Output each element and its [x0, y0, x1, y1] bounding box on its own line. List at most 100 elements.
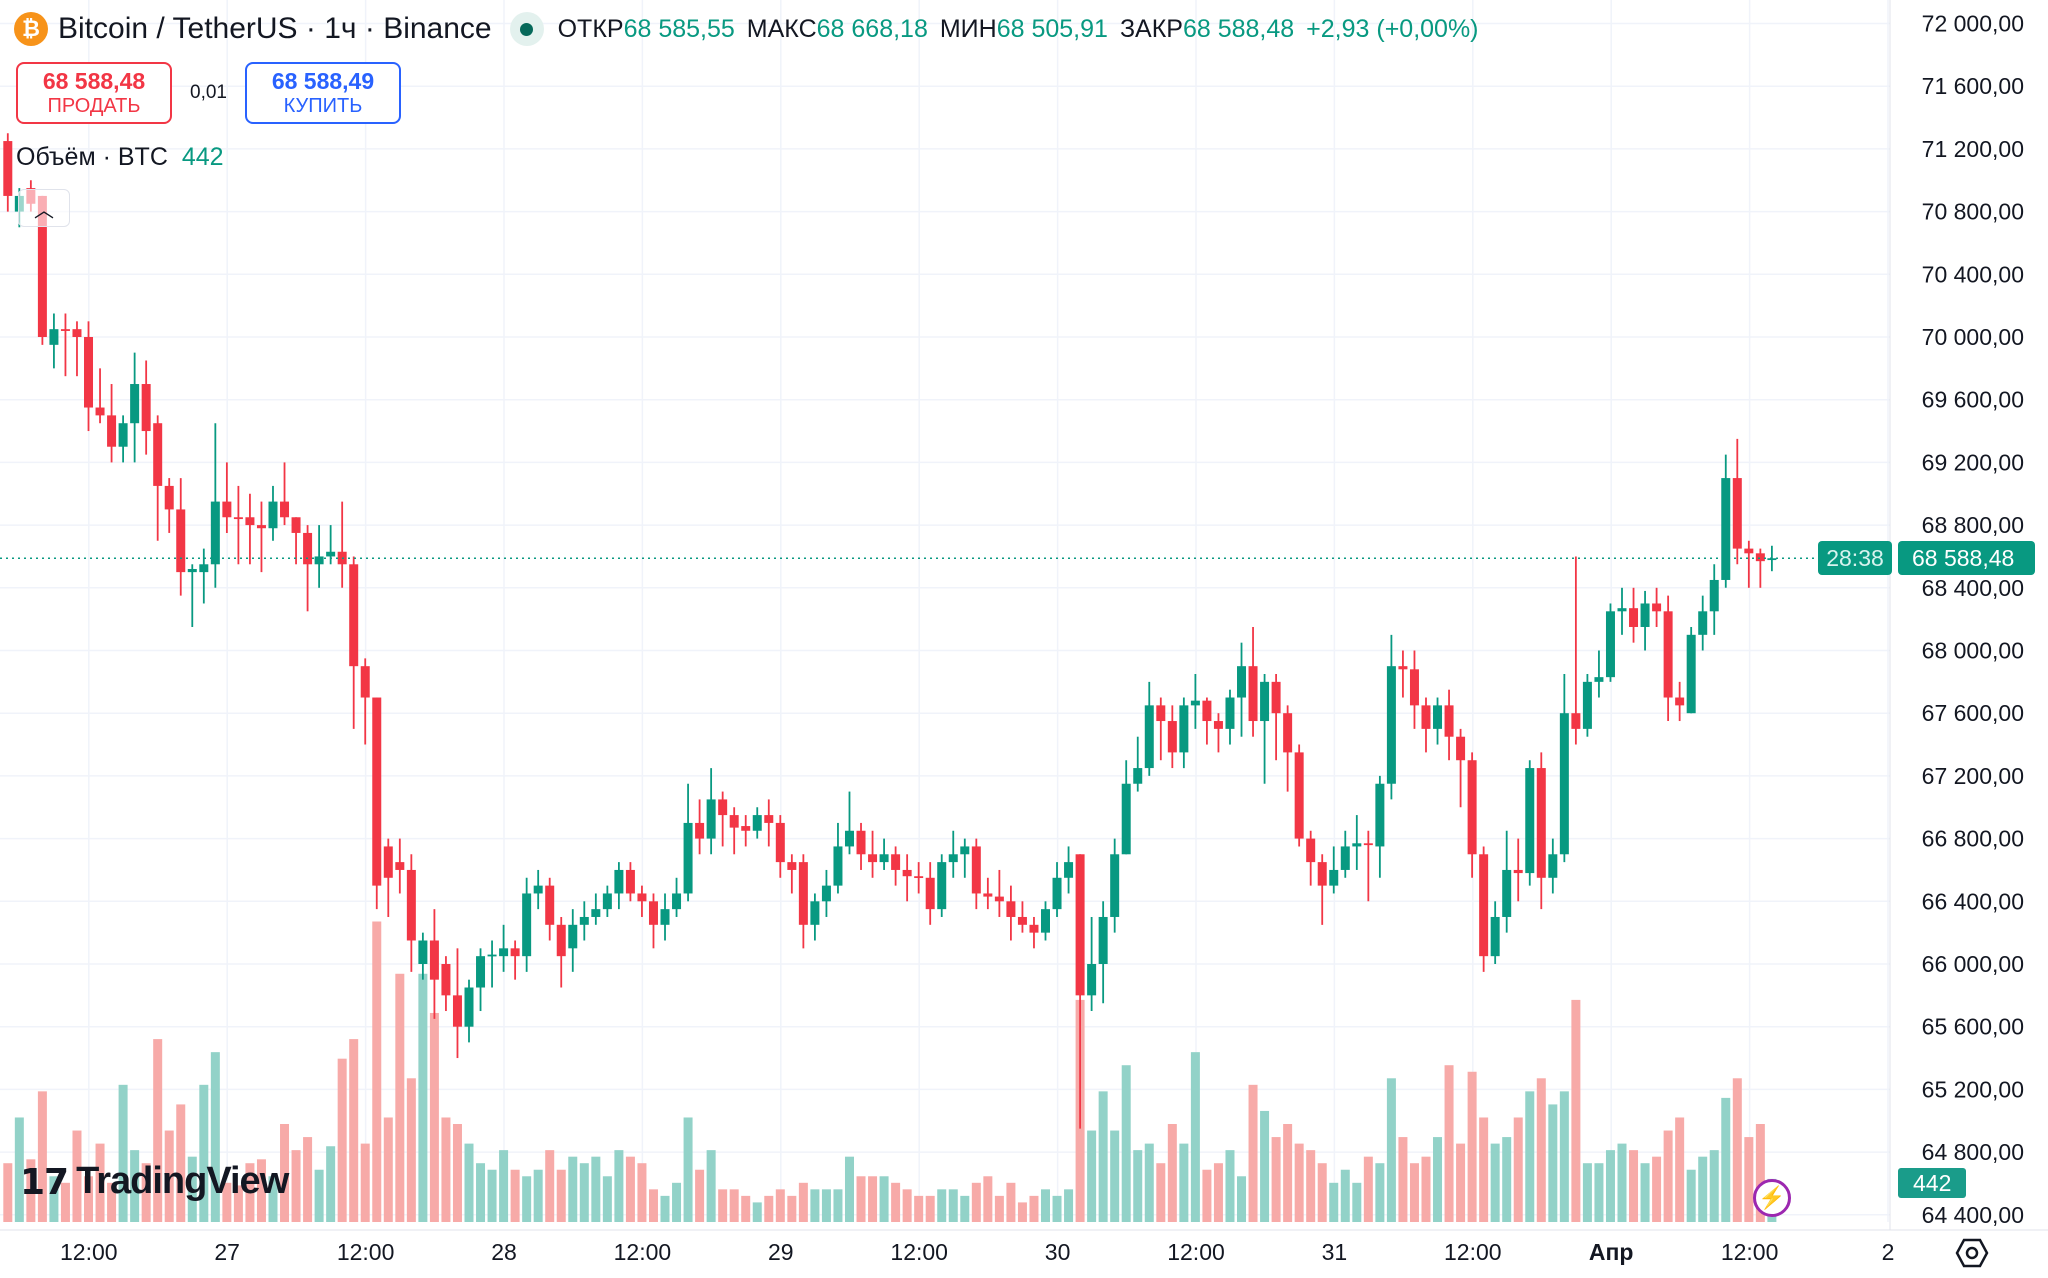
candle: [1294, 744, 1304, 847]
volume-bar: [1732, 1078, 1742, 1222]
candle-body: [1202, 700, 1212, 722]
candle: [1064, 846, 1074, 894]
candle: [1755, 548, 1765, 588]
candle-body: [141, 384, 151, 432]
candle: [280, 462, 290, 526]
candle: [84, 321, 94, 432]
candle: [672, 877, 682, 917]
candle: [1433, 697, 1443, 745]
candle: [118, 415, 128, 463]
volume-bar: [1617, 1143, 1627, 1222]
tradingview-logo[interactable]: 𝟭𝟳 TradingView: [20, 1160, 289, 1203]
time-tick-label: 28: [491, 1239, 517, 1265]
candle-body: [1398, 666, 1408, 670]
volume-bar: [1202, 1169, 1212, 1222]
price-axis[interactable]: 72 000,00 71 600,00 71 200,00 70 800,00 70 4…: [1922, 11, 2024, 1228]
volume-legend[interactable]: Объём · BTC 442: [16, 143, 224, 172]
candle-body: [1467, 760, 1477, 855]
settings-icon[interactable]: [1955, 1236, 1989, 1270]
candle: [1732, 438, 1742, 565]
volume-bar: [648, 1189, 658, 1222]
candle: [1052, 862, 1062, 917]
candle-body: [1179, 705, 1189, 753]
volume-bar: [1340, 1169, 1350, 1222]
volume-legend-value: 442: [181, 143, 224, 171]
candle: [798, 854, 808, 949]
candle-body: [210, 501, 220, 565]
candle-body: [1340, 846, 1350, 870]
candle-body: [84, 337, 94, 408]
candle-body: [1755, 553, 1765, 562]
symbol-title[interactable]: Bitcoin / TetherUS · 1ч · Binance: [58, 12, 492, 45]
volume-bar: [37, 1091, 47, 1222]
candle-body: [1675, 697, 1685, 706]
candle-body: [821, 885, 831, 902]
volume-bar: [1652, 1156, 1662, 1222]
candle: [1110, 838, 1120, 933]
candle-body: [994, 896, 1004, 902]
volume-bar: [902, 1189, 912, 1222]
volume-bar: [1283, 1124, 1293, 1222]
lightning-icon[interactable]: ⚡: [1753, 1179, 1791, 1217]
candle: [660, 893, 670, 941]
candle-body: [499, 948, 509, 957]
price-tick-label: 64 400,00: [1922, 1202, 2024, 1228]
time-tick-label: 27: [214, 1239, 240, 1265]
volume-bar: [1698, 1156, 1708, 1222]
market-status-icon[interactable]: [509, 12, 544, 46]
price-tick-label: 65 600,00: [1922, 1014, 2024, 1040]
price-tick-label: 65 200,00: [1922, 1076, 2024, 1102]
collapse-legend-button[interactable]: ︿: [18, 189, 70, 227]
candle-body: [1283, 713, 1293, 753]
candle-body: [326, 551, 336, 557]
candle-body: [245, 517, 255, 526]
volume-bar: [1017, 1202, 1027, 1222]
candle: [268, 485, 278, 541]
time-axis[interactable]: 12:00 27 12:00 28 12:00 29 12:00 30 12:00 31 12:00…: [60, 1239, 1894, 1265]
candle: [372, 697, 382, 910]
price-tick-label: 71 600,00: [1922, 73, 2024, 99]
volume-bar: [1225, 1150, 1235, 1222]
candle-body: [199, 564, 209, 573]
candle: [360, 658, 370, 745]
volume-bar: [1456, 1143, 1466, 1222]
candle: [591, 893, 601, 925]
volume-bar: [983, 1176, 993, 1222]
candle-body: [1490, 916, 1500, 957]
price-tick-label: 67 200,00: [1922, 763, 2024, 789]
candle-body: [1329, 869, 1339, 886]
sell-price: 68 588,48: [42, 67, 146, 94]
candle: [383, 838, 393, 917]
volume-bar: [268, 1176, 278, 1222]
candle: [1213, 713, 1223, 753]
volume-bar: [441, 1117, 451, 1222]
candle-body: [268, 501, 278, 529]
volume-bar: [1502, 1137, 1512, 1222]
tradingview-logo-icon: 𝟭𝟳: [20, 1160, 69, 1202]
volume-bar: [499, 1150, 509, 1222]
candle-body: [1190, 700, 1200, 706]
price-tick-label: 67 600,00: [1922, 700, 2024, 726]
time-tick-label: 12:00: [1721, 1239, 1779, 1265]
candle: [821, 869, 831, 917]
candle-body: [72, 329, 82, 337]
price-tick-label: 70 800,00: [1922, 199, 2024, 225]
volume-bar: [1156, 1163, 1166, 1222]
volume-bars: [3, 921, 1777, 1222]
candle: [199, 548, 209, 604]
volume-bar: [210, 1052, 220, 1222]
buy-button[interactable]: 68 588,49 КУПИТЬ: [244, 62, 401, 124]
volume-bar: [314, 1169, 324, 1222]
sell-button[interactable]: 68 588,48 ПРОДАТЬ: [16, 62, 172, 124]
candle-body: [683, 822, 693, 894]
candle-body: [1075, 854, 1085, 996]
candle-body: [914, 876, 924, 879]
volume-bar: [1444, 1065, 1454, 1222]
volume-bar: [452, 1124, 462, 1222]
price-tick-label: 70 000,00: [1922, 324, 2024, 350]
candle-body: [314, 556, 324, 565]
high-label: МАКС: [746, 14, 817, 43]
candle-body: [95, 407, 105, 416]
candle-body: [303, 532, 313, 565]
